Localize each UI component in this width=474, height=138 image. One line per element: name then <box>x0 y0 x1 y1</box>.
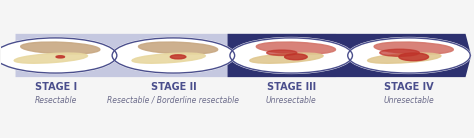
Text: STAGE IV: STAGE IV <box>384 82 434 92</box>
Text: STAGE III: STAGE III <box>267 82 316 92</box>
Polygon shape <box>228 34 471 77</box>
Ellipse shape <box>399 53 428 61</box>
Text: STAGE II: STAGE II <box>151 82 196 92</box>
Text: Resectable: Resectable <box>35 96 77 105</box>
Ellipse shape <box>284 54 307 60</box>
Circle shape <box>112 38 235 73</box>
Ellipse shape <box>256 42 336 54</box>
Text: Unresectable: Unresectable <box>266 96 317 105</box>
Text: Unresectable: Unresectable <box>383 96 434 105</box>
Text: Resectable / Borderline resectable: Resectable / Borderline resectable <box>108 96 239 105</box>
Ellipse shape <box>21 42 100 54</box>
Ellipse shape <box>368 53 441 63</box>
Circle shape <box>348 38 470 73</box>
Text: STAGE I: STAGE I <box>35 82 77 92</box>
Circle shape <box>0 38 117 73</box>
Ellipse shape <box>14 53 88 63</box>
Ellipse shape <box>374 42 453 54</box>
Ellipse shape <box>267 50 297 55</box>
Ellipse shape <box>380 49 419 56</box>
Ellipse shape <box>138 42 218 54</box>
Circle shape <box>230 38 353 73</box>
Polygon shape <box>16 34 348 77</box>
Ellipse shape <box>132 53 205 63</box>
Ellipse shape <box>250 53 323 63</box>
Ellipse shape <box>56 56 64 58</box>
Ellipse shape <box>170 55 186 59</box>
